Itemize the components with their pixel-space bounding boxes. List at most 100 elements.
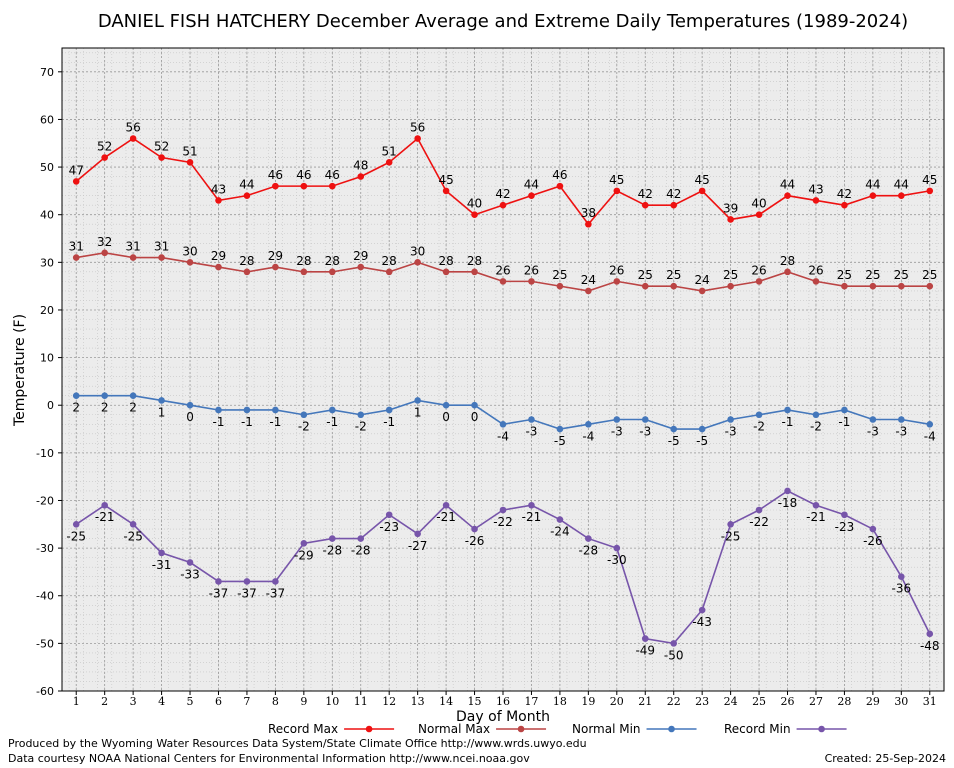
- data-label-record-min: -29: [294, 548, 314, 562]
- data-point-record-min: [442, 501, 450, 509]
- data-label-normal-max: 25: [723, 268, 738, 282]
- data-label-record-max: 39: [723, 201, 738, 215]
- x-tick-label: 13: [411, 695, 425, 708]
- data-label-record-min: -21: [95, 510, 115, 524]
- data-label-normal-max: 28: [239, 254, 254, 268]
- series-normal-min: 2 2 2 1 0 -1 -1 -1 -2 -1 -2 -1 1 0 0 -4 -3 -5 -4 -3 -3 -5 -5 -3…: [72, 392, 936, 448]
- footer-created-date: Created: 25-Sep-2024: [824, 752, 946, 765]
- data-label-record-max: 44: [780, 178, 795, 192]
- data-label-record-max: 42: [837, 187, 852, 201]
- data-label-record-min: -25: [721, 529, 741, 543]
- data-point-normal-max: [328, 268, 336, 276]
- data-label-normal-min: -3: [525, 425, 537, 439]
- y-axis-label: Temperature (F): [12, 314, 28, 427]
- data-label-normal-max: 31: [69, 240, 84, 254]
- data-point-normal-max: [528, 278, 535, 285]
- x-tick-label: 1: [73, 695, 80, 708]
- data-label-record-max: 44: [239, 178, 254, 192]
- data-point-normal-max: [243, 268, 251, 276]
- data-label-record-max: 45: [695, 173, 710, 187]
- data-point-normal-max: [670, 282, 678, 290]
- data-point-normal-min: [641, 416, 649, 423]
- data-point-record-max: [585, 220, 592, 228]
- data-point-record-max: [414, 135, 421, 142]
- series-layer: 47 52 56 52 51 43 44 46 46 46 48 51 56 45 40 42 44 46 38 45…: [66, 120, 939, 662]
- data-label-record-min: -18: [778, 496, 798, 510]
- data-label-normal-min: -5: [668, 434, 680, 448]
- x-tick-label: 29: [866, 695, 880, 708]
- x-tick-label: 31: [923, 695, 937, 708]
- data-point-record-max: [556, 182, 564, 190]
- data-label-record-min: -33: [180, 567, 200, 581]
- data-label-normal-max: 24: [581, 273, 596, 287]
- data-point-normal-max: [101, 249, 108, 257]
- data-point-record-max: [471, 211, 478, 219]
- y-tick-label: -60: [36, 685, 54, 698]
- x-tick-label: 24: [724, 695, 738, 708]
- data-point-normal-max: [215, 263, 222, 271]
- data-label-normal-min: 1: [158, 405, 166, 419]
- data-point-record-max: [158, 154, 165, 161]
- data-label-normal-max: 25: [552, 268, 567, 282]
- legend-marker-record-max: [365, 725, 373, 733]
- data-point-normal-max: [784, 268, 791, 276]
- data-label-record-min: -24: [550, 525, 570, 539]
- data-point-normal-max: [641, 282, 649, 290]
- data-label-record-max: 44: [894, 178, 909, 192]
- data-point-normal-min: [499, 420, 507, 428]
- data-label-normal-max: 25: [837, 268, 852, 282]
- data-point-record-min: [812, 501, 820, 509]
- legend: Record Max Normal Max Normal Min Record Min: [268, 722, 847, 736]
- data-label-record-max: 51: [182, 144, 197, 158]
- x-tick-label: 25: [752, 695, 766, 708]
- data-label-normal-max: 30: [410, 244, 425, 258]
- data-point-normal-min: [471, 401, 478, 409]
- data-label-record-max: 46: [325, 168, 340, 182]
- data-label-record-min: -23: [379, 520, 399, 534]
- y-tick-label: -10: [36, 447, 54, 460]
- data-label-normal-max: 31: [154, 240, 169, 254]
- data-point-record-min: [243, 578, 251, 585]
- data-label-normal-min: -4: [924, 429, 936, 443]
- data-label-record-min: -50: [664, 648, 684, 662]
- data-point-record-min: [869, 525, 877, 533]
- data-point-normal-max: [727, 282, 734, 290]
- data-point-normal-max: [385, 268, 393, 276]
- data-label-normal-min: -3: [639, 425, 651, 439]
- data-point-record-max: [670, 201, 678, 209]
- y-tick-label: -20: [36, 494, 54, 507]
- data-label-normal-min: 0: [471, 410, 479, 424]
- y-tick-label: -40: [36, 590, 54, 603]
- footer-data-courtesy: Data courtesy NOAA National Centers for …: [8, 752, 530, 765]
- series-record-max: 47 52 56 52 51 43 44 46 46 46 48 51 56 45 40 42 44 46 38 45…: [69, 120, 937, 228]
- data-label-normal-max: 25: [638, 268, 653, 282]
- data-point-record-max: [328, 182, 336, 190]
- data-label-normal-min: -1: [326, 415, 338, 429]
- data-point-record-max: [926, 187, 934, 195]
- x-tick-label: 22: [667, 695, 681, 708]
- data-point-record-max: [898, 192, 905, 199]
- data-point-record-max: [300, 182, 308, 190]
- data-point-record-max: [528, 192, 535, 199]
- data-label-normal-min: -2: [355, 420, 367, 434]
- data-point-record-min: [499, 506, 507, 514]
- data-point-record-max: [812, 197, 820, 204]
- data-point-normal-min: [243, 406, 251, 414]
- data-point-record-min: [841, 511, 848, 519]
- data-label-record-min: -30: [607, 553, 627, 567]
- data-point-normal-min: [841, 406, 848, 414]
- data-point-record-max: [272, 182, 279, 190]
- x-tick-label: 11: [354, 695, 368, 708]
- data-label-record-max: 56: [410, 120, 425, 134]
- data-label-normal-min: -2: [810, 420, 822, 434]
- data-label-normal-min: -5: [554, 434, 566, 448]
- data-point-normal-min: [755, 411, 763, 419]
- data-point-record-min: [926, 630, 934, 638]
- legend-label-record-min: Record Min: [724, 722, 791, 736]
- data-label-normal-max: 28: [296, 254, 311, 268]
- data-point-normal-min: [670, 425, 678, 433]
- data-point-record-max: [243, 192, 251, 199]
- data-label-record-max: 40: [467, 197, 482, 211]
- data-point-record-min: [698, 606, 706, 614]
